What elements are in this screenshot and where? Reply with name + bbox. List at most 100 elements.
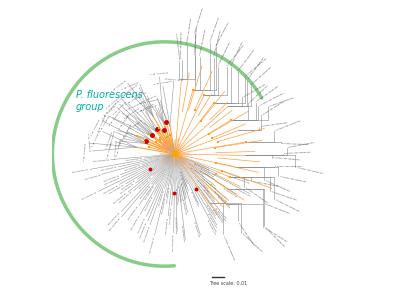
Text: P. fluorescens LMG00000: P. fluorescens LMG00000 — [275, 199, 299, 212]
Text: P. fluorescens LMG00000: P. fluorescens LMG00000 — [248, 57, 264, 79]
Text: P. fluorescens LMG00000: P. fluorescens LMG00000 — [181, 32, 183, 58]
Text: Pseudomonas sp.: Pseudomonas sp. — [72, 169, 89, 173]
Text: P. sp. ACC00000: P. sp. ACC00000 — [100, 116, 110, 132]
Text: P. sp. ACC00000: P. sp. ACC00000 — [122, 85, 138, 96]
Text: P. sp. ACC00000: P. sp. ACC00000 — [107, 141, 113, 159]
Text: P. sp. ACC00000: P. sp. ACC00000 — [91, 119, 100, 136]
Text: P. fluorescens LMG00000: P. fluorescens LMG00000 — [238, 222, 254, 245]
Text: Pseudomonas sp.: Pseudomonas sp. — [206, 203, 216, 217]
Text: P. sp. ACC00000: P. sp. ACC00000 — [106, 131, 114, 149]
Text: Pseudomonas sp.: Pseudomonas sp. — [195, 220, 201, 236]
Text: P. sp. ACC00000: P. sp. ACC00000 — [98, 115, 106, 132]
Text: P. fluorescens LMG00000: P. fluorescens LMG00000 — [280, 176, 306, 182]
Text: P. sp. ACC00000: P. sp. ACC00000 — [137, 103, 154, 113]
Text: Pseudomonas sp.: Pseudomonas sp. — [159, 190, 165, 206]
Text: P. fluorescens LMG00000: P. fluorescens LMG00000 — [246, 58, 267, 75]
Text: P. fluorescens LMG00000: P. fluorescens LMG00000 — [176, 33, 180, 60]
Text: Pseudomonas sp.: Pseudomonas sp. — [200, 166, 216, 174]
Text: Pseudomonas sp.: Pseudomonas sp. — [183, 224, 186, 241]
Text: P. fluorescens LMG00000: P. fluorescens LMG00000 — [238, 49, 255, 71]
Text: Pseudomonas sp.: Pseudomonas sp. — [82, 191, 98, 200]
Text: Pseudomonas sp.: Pseudomonas sp. — [177, 187, 179, 204]
Text: P. fluorescens LMG00000: P. fluorescens LMG00000 — [231, 42, 243, 66]
Text: Pseudomonas sp.: Pseudomonas sp. — [216, 206, 228, 220]
Text: P. sp. ACC00000: P. sp. ACC00000 — [129, 92, 147, 98]
Text: Pseudomonas sp.: Pseudomonas sp. — [128, 206, 139, 220]
Text: P. fluorescens LMG00000: P. fluorescens LMG00000 — [265, 180, 290, 191]
Text: P. fluorescens LMG00000: P. fluorescens LMG00000 — [248, 85, 268, 104]
Text: P. fluorescens LMG00000: P. fluorescens LMG00000 — [253, 181, 279, 187]
Text: Pseudomonas sp.: Pseudomonas sp. — [197, 178, 210, 190]
Text: Pseudomonas sp.: Pseudomonas sp. — [200, 169, 215, 178]
Text: Pseudomonas sp.: Pseudomonas sp. — [122, 180, 136, 190]
Text: P. sp. ACC00000: P. sp. ACC00000 — [92, 130, 101, 147]
Text: P. fluorescens
group: P. fluorescens group — [76, 90, 143, 112]
Text: P. sp. ACC00000: P. sp. ACC00000 — [122, 123, 132, 139]
Text: P. sp. ACC00000: P. sp. ACC00000 — [126, 102, 143, 111]
Text: Pseudomonas sp.: Pseudomonas sp. — [104, 177, 120, 185]
Text: Pseudomonas sp.: Pseudomonas sp. — [218, 195, 231, 207]
Text: Pseudomonas sp.: Pseudomonas sp. — [192, 190, 200, 205]
Text: P. fluorescens LMG00000: P. fluorescens LMG00000 — [276, 120, 301, 131]
Text: Pseudomonas sp.: Pseudomonas sp. — [126, 158, 143, 161]
Text: Pseudomonas sp.: Pseudomonas sp. — [140, 176, 152, 189]
Text: P. fluorescens LMG00000: P. fluorescens LMG00000 — [214, 31, 222, 56]
Text: P. sp. ACC00000: P. sp. ACC00000 — [84, 143, 86, 161]
Text: P. sp. ACC00000: P. sp. ACC00000 — [165, 77, 183, 80]
Text: Pseudomonas sp.: Pseudomonas sp. — [170, 207, 172, 224]
Text: P. sp. ACC00000: P. sp. ACC00000 — [153, 81, 172, 85]
Text: Pseudomonas sp.: Pseudomonas sp. — [103, 175, 119, 181]
Text: Tree scale: 0.01: Tree scale: 0.01 — [209, 281, 247, 286]
Text: P. sp. ACC00000: P. sp. ACC00000 — [128, 119, 143, 131]
Text: P. sp. ACC00000: P. sp. ACC00000 — [102, 105, 116, 118]
Text: P. fluorescens LMG00000: P. fluorescens LMG00000 — [186, 18, 192, 44]
Text: P. sp. ACC00000: P. sp. ACC00000 — [106, 96, 120, 109]
Text: P. sp. ACC00000: P. sp. ACC00000 — [115, 141, 118, 159]
Text: P. sp. ACC00000: P. sp. ACC00000 — [139, 95, 156, 104]
Text: P. fluorescens LMG00000: P. fluorescens LMG00000 — [210, 16, 220, 42]
Text: Pseudomonas sp.: Pseudomonas sp. — [125, 165, 141, 171]
Text: Pseudomonas sp.: Pseudomonas sp. — [183, 176, 189, 192]
Text: P. fluorescens LMG00000: P. fluorescens LMG00000 — [275, 166, 302, 167]
Text: P. fluorescens LMG00000: P. fluorescens LMG00000 — [242, 233, 262, 252]
Text: P. fluorescens LMG00000: P. fluorescens LMG00000 — [284, 152, 311, 154]
Text: P. fluorescens LMG00000: P. fluorescens LMG00000 — [274, 158, 300, 161]
Text: P. fluorescens LMG00000: P. fluorescens LMG00000 — [227, 45, 244, 66]
Text: Pseudomonas sp.: Pseudomonas sp. — [146, 185, 155, 200]
Text: Pseudomonas sp.: Pseudomonas sp. — [215, 188, 228, 200]
Text: Pseudomonas sp.: Pseudomonas sp. — [184, 198, 188, 214]
Text: P. fluorescens LMG00000: P. fluorescens LMG00000 — [264, 228, 287, 243]
Text: P. fluorescens LMG00000: P. fluorescens LMG00000 — [260, 122, 287, 128]
Text: Pseudomonas sp.: Pseudomonas sp. — [162, 198, 166, 214]
Text: Pseudomonas sp.: Pseudomonas sp. — [166, 217, 168, 234]
Text: P. sp. ACC00000: P. sp. ACC00000 — [125, 95, 142, 105]
Text: Pseudomonas sp.: Pseudomonas sp. — [144, 226, 150, 242]
Text: Pseudomonas sp.: Pseudomonas sp. — [140, 222, 148, 238]
Text: Pseudomonas sp.: Pseudomonas sp. — [181, 169, 188, 185]
Text: Pseudomonas sp.: Pseudomonas sp. — [191, 165, 205, 176]
Text: P. fluorescens LMG00000: P. fluorescens LMG00000 — [272, 191, 297, 200]
Text: P. fluorescens LMG00000: P. fluorescens LMG00000 — [262, 101, 285, 116]
Text: Pseudomonas sp.: Pseudomonas sp. — [209, 218, 217, 233]
Text: P. fluorescens LMG00000: P. fluorescens LMG00000 — [269, 98, 294, 107]
Text: Pseudomonas sp.: Pseudomonas sp. — [203, 176, 217, 187]
Text: P. sp. ACC00000: P. sp. ACC00000 — [124, 107, 140, 119]
Text: P. fluorescens LMG00000: P. fluorescens LMG00000 — [218, 42, 231, 66]
Text: P. sp. ACC00000: P. sp. ACC00000 — [117, 138, 122, 156]
Text: P. fluorescens LMG00000: P. fluorescens LMG00000 — [245, 187, 267, 203]
Text: Pseudomonas sp.: Pseudomonas sp. — [214, 208, 224, 222]
Text: P. sp. ACC00000: P. sp. ACC00000 — [115, 91, 129, 105]
Text: P. fluorescens LMG00000: P. fluorescens LMG00000 — [265, 227, 284, 246]
Text: P. fluorescens LMG00000: P. fluorescens LMG00000 — [252, 67, 272, 85]
Text: P. sp. ACC00000: P. sp. ACC00000 — [109, 111, 121, 126]
Text: P. fluorescens LMG00000: P. fluorescens LMG00000 — [216, 22, 229, 46]
Text: Pseudomonas sp.: Pseudomonas sp. — [176, 216, 178, 233]
Text: P. fluorescens LMG00000: P. fluorescens LMG00000 — [223, 236, 234, 261]
Text: Pseudomonas sp.: Pseudomonas sp. — [167, 187, 170, 203]
Text: P. fluorescens LMG00000: P. fluorescens LMG00000 — [195, 7, 204, 33]
Text: Pseudomonas sp.: Pseudomonas sp. — [131, 215, 140, 230]
Text: P. fluorescens LMG00000: P. fluorescens LMG00000 — [259, 93, 283, 106]
Text: P. sp. ACC00000: P. sp. ACC00000 — [118, 131, 129, 147]
Text: P. sp. ACC00000: P. sp. ACC00000 — [140, 98, 158, 104]
Text: P. fluorescens LMG00000: P. fluorescens LMG00000 — [288, 142, 314, 148]
